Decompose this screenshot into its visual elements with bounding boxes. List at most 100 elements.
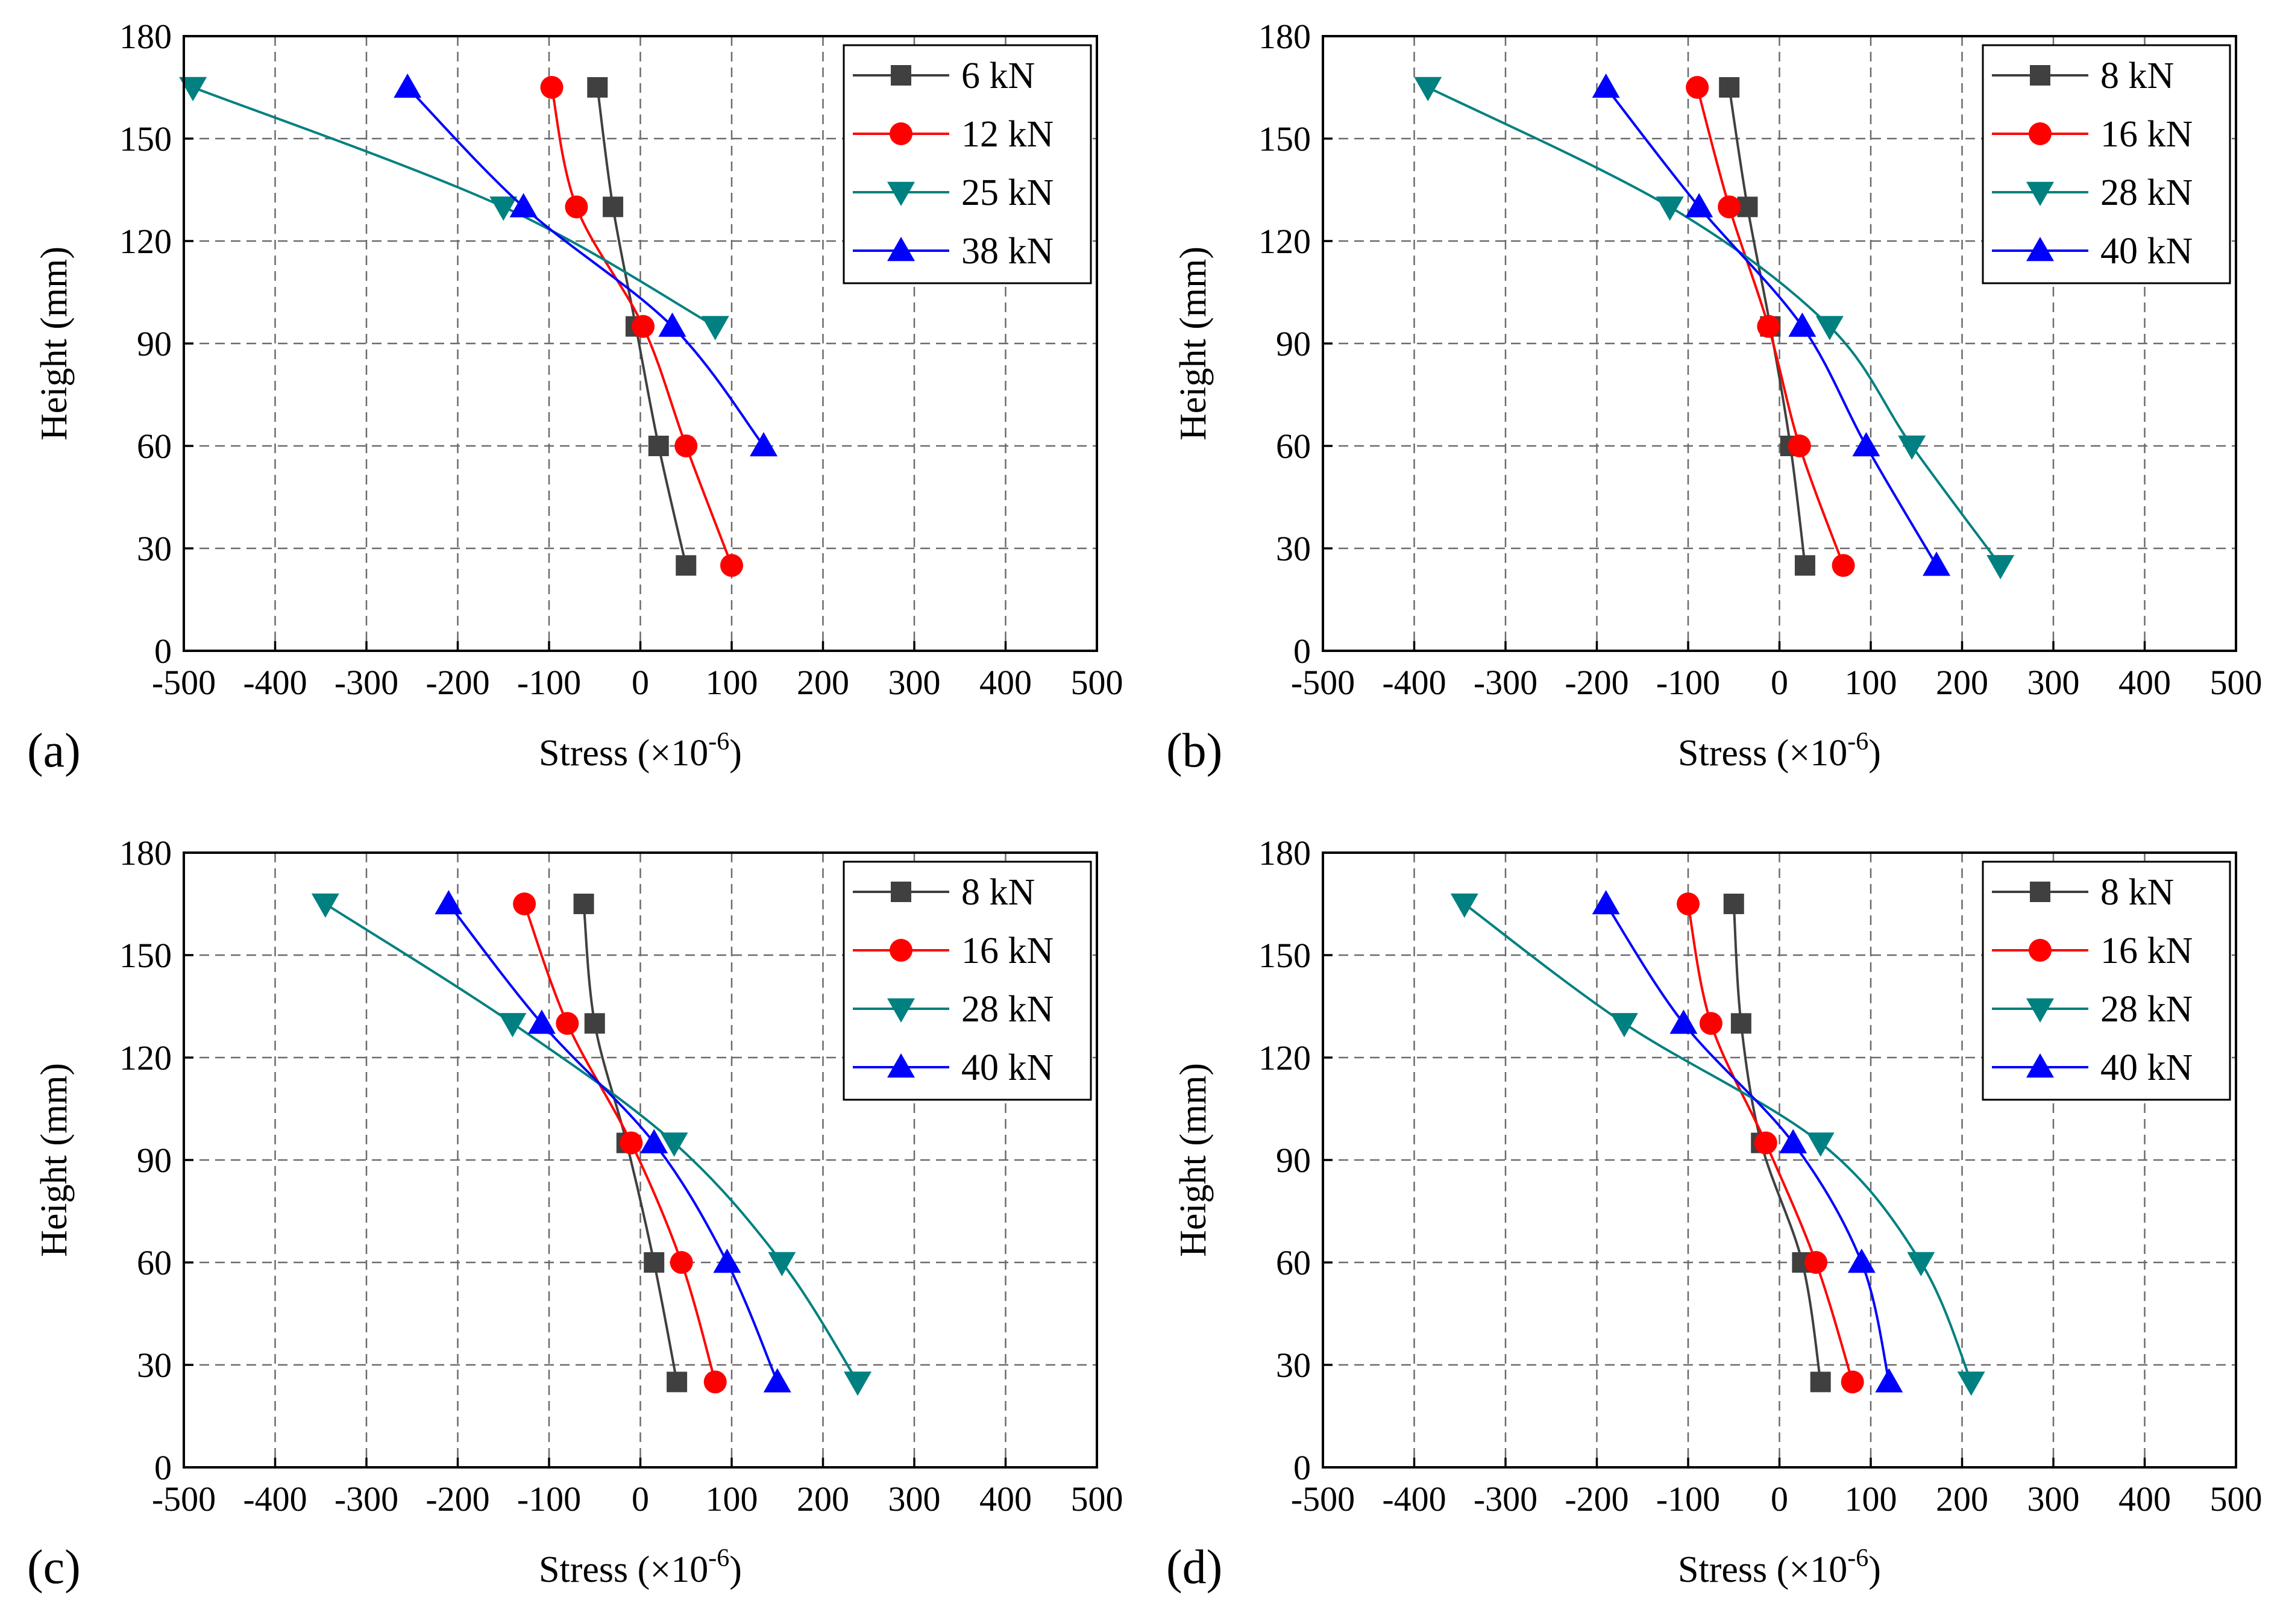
x-tick-label: 500 <box>1071 1479 1123 1519</box>
chart-panel-2: -500 -400 -300 -200 -100 0 100 200 300 400 500 0 30 6… <box>27 833 1123 1594</box>
y-tick-label: 0 <box>1293 1448 1311 1487</box>
data-point <box>1815 316 1844 340</box>
y-tick-label: 60 <box>137 427 172 466</box>
data-point <box>1730 1013 1751 1034</box>
x-axis-title-exponent: -6 <box>1847 728 1868 756</box>
legend-marker <box>2029 939 2052 962</box>
data-point <box>1852 432 1880 457</box>
x-tick-label: -500 <box>152 663 216 702</box>
legend-marker <box>2026 237 2054 262</box>
data-point <box>1723 894 1744 914</box>
y-tick-label: 60 <box>1276 427 1311 466</box>
legend-label: 8 kN <box>961 872 1035 913</box>
data-point <box>603 196 624 218</box>
x-tick-label: -100 <box>1656 1479 1720 1519</box>
data-point <box>1610 1013 1638 1038</box>
legend-label: 28 kN <box>961 989 1054 1030</box>
legend-label: 40 kN <box>2100 1047 2193 1088</box>
legend-box <box>843 861 1092 1101</box>
x-axis-title-text: Stress (×10 <box>1678 1549 1847 1590</box>
x-tick-label: 200 <box>797 1479 849 1519</box>
x-tick-label: 500 <box>1071 663 1123 702</box>
x-tick-label: 0 <box>1771 663 1788 702</box>
y-tick-label: 180 <box>119 833 172 873</box>
data-point <box>179 77 207 101</box>
data-point <box>1677 892 1700 915</box>
x-tick-label: 100 <box>1845 663 1897 702</box>
data-point <box>1841 1370 1864 1394</box>
legend-label: 6 kN <box>961 55 1035 96</box>
y-tick-label: 0 <box>154 1448 172 1487</box>
data-point <box>556 1012 579 1035</box>
data-point <box>640 1129 668 1153</box>
data-point <box>498 1013 527 1038</box>
y-axis-title: Height (mm) <box>34 1063 75 1257</box>
chart-panel-3: -500 -400 -300 -200 -100 0 100 200 300 400 500 0 30 6… <box>1166 833 2263 1594</box>
x-tick-label: 200 <box>797 663 849 702</box>
legend-marker <box>2026 998 2054 1023</box>
legend-label: 28 kN <box>2100 172 2193 213</box>
data-point <box>1450 893 1478 918</box>
y-tick-label: 180 <box>1258 833 1311 873</box>
data-point <box>703 1370 727 1394</box>
data-point <box>311 893 339 918</box>
x-tick-label: 400 <box>2118 1479 2171 1519</box>
series-line-28-kn <box>324 903 859 1383</box>
x-axis-title-text: Stress (×10 <box>539 733 708 774</box>
x-axis-title-exponent: -6 <box>708 1544 729 1572</box>
data-point <box>768 1252 796 1276</box>
series-line-28-kn <box>1427 86 2002 566</box>
y-tick-label: 150 <box>1258 936 1311 975</box>
y-tick-label: 0 <box>1293 632 1311 671</box>
legend-marker <box>891 882 911 902</box>
plot-frame <box>183 851 1098 1469</box>
x-tick-label: -400 <box>1382 663 1446 702</box>
data-point <box>1794 555 1815 576</box>
data-point <box>1592 890 1620 915</box>
y-tick-label: 30 <box>1276 529 1311 568</box>
y-tick-label: 60 <box>1276 1243 1311 1282</box>
x-tick-label: 300 <box>2027 1479 2080 1519</box>
x-axis-title: Stress (×10-6) <box>539 1544 742 1590</box>
x-tick-label: -200 <box>426 1479 489 1519</box>
legend-box <box>1982 44 2231 284</box>
y-tick-label: 150 <box>119 119 172 158</box>
x-tick-label: -200 <box>1565 663 1628 702</box>
legend-marker <box>890 939 912 962</box>
data-point <box>674 434 698 457</box>
data-point <box>1592 74 1620 98</box>
y-tick-label: 30 <box>137 529 172 568</box>
series-line-28-kn <box>1463 903 1973 1383</box>
data-point <box>1414 77 1442 101</box>
y-tick-label: 0 <box>154 632 172 671</box>
x-tick-label: 400 <box>2118 663 2171 702</box>
legend-marker <box>887 998 915 1023</box>
data-point <box>660 1132 688 1157</box>
x-axis-title-exponent: -6 <box>1847 1544 1868 1572</box>
legend-label: 16 kN <box>2100 930 2193 971</box>
y-axis-title: Height (mm) <box>1173 1063 1214 1257</box>
legend-marker <box>887 1053 915 1078</box>
x-axis-title: Stress (×10-6) <box>1678 1544 1881 1590</box>
data-point <box>701 316 729 340</box>
y-tick-label: 120 <box>119 222 172 261</box>
legend-label: 38 kN <box>961 231 1054 272</box>
data-point <box>620 1131 643 1155</box>
x-tick-label: 0 <box>1771 1479 1788 1519</box>
y-tick-label: 90 <box>137 1141 172 1180</box>
data-point <box>720 554 743 577</box>
data-point <box>573 894 594 914</box>
x-tick-label: -200 <box>426 663 489 702</box>
legend-box <box>843 44 1092 284</box>
data-point <box>1875 1368 1903 1393</box>
y-tick-label: 120 <box>1258 1038 1311 1077</box>
data-point <box>1718 195 1741 219</box>
x-tick-label: 400 <box>979 663 1032 702</box>
data-point <box>527 1009 556 1034</box>
data-point <box>844 1372 872 1396</box>
x-tick-label: 300 <box>888 663 941 702</box>
data-point <box>1685 193 1713 218</box>
legend-label: 16 kN <box>961 930 1054 971</box>
